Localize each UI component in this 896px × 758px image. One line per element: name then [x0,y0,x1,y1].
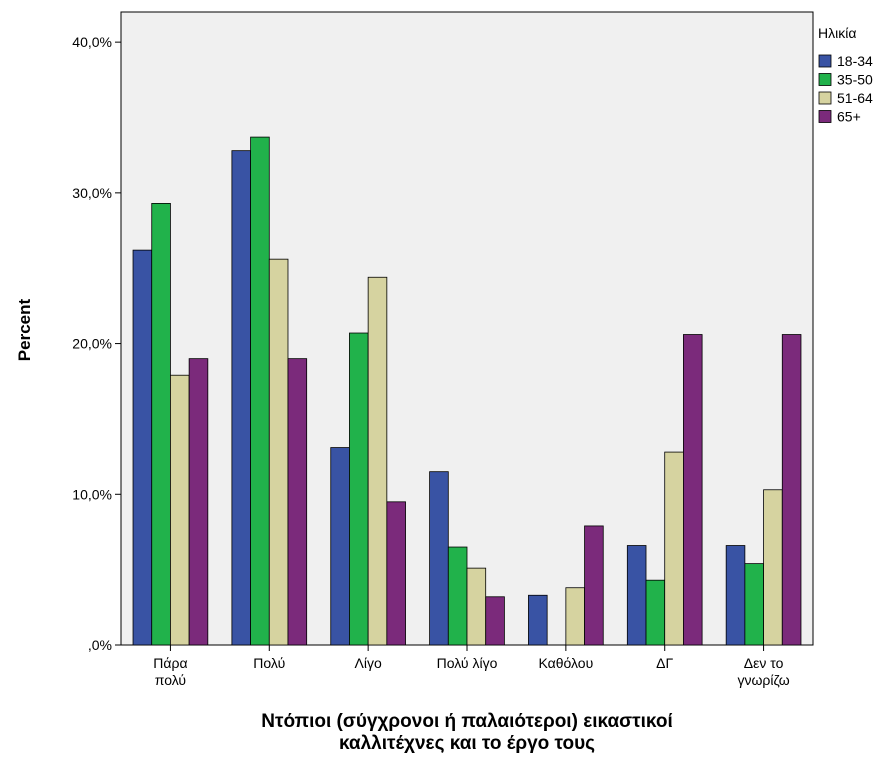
bar-65+-4 [584,525,604,646]
x-tick-label: Πάρα [153,655,187,671]
bar-51-64-4 [565,587,585,646]
bar-35-50-3 [447,546,468,646]
bar-18-34-4 [528,594,548,646]
y-axis-title: Percent [15,298,34,361]
bar-18-34-1 [231,150,251,646]
bar-35-50-2 [349,332,369,646]
bar-65+-0 [188,358,209,646]
bar-65+-5 [683,334,703,646]
x-tick-label: Πολύ λίγο [437,655,498,671]
bar-51-64-3 [466,567,487,646]
bar-18-34-3 [429,471,449,646]
x-tick-label: πολύ [155,672,186,688]
y-tick-label: ,0% [88,637,112,653]
x-tick-label: Λίγο [355,655,382,671]
legend: Ηλικία 18-34 35-50 51-64 65+ [818,25,873,125]
legend-swatch [818,54,832,68]
bar-18-34-2 [330,447,350,646]
bar-51-64-0 [170,374,190,646]
legend-label: 18-34 [837,53,873,69]
bar-65+-3 [485,596,505,646]
bar-18-34-6 [725,545,746,646]
x-axis-title-line: Ντόπιοι (σύγχρονοι ή παλαιότεροι) εικαστ… [261,711,673,732]
x-tick-label: Δεν το [744,655,784,671]
bar-51-64-5 [664,451,684,646]
y-tick-label: 20,0% [72,336,112,352]
bar-35-50-6 [744,563,764,646]
y-tick-label: 40,0% [72,34,112,50]
bar-51-64-2 [367,276,388,646]
bar-18-34-0 [132,249,153,646]
bar-51-64-1 [268,258,289,646]
x-axis-title-line: καλλιτέχνες και το έργο τους [339,733,595,754]
x-tick-label: γνωρίζω [737,672,789,688]
legend-title: Ηλικία [818,25,856,41]
legend-label: 35-50 [837,72,873,88]
legend-label: 65+ [837,109,861,125]
x-tick-label: Πολύ [253,655,285,671]
bar-65+-2 [386,501,406,646]
bars [132,136,802,646]
legend-swatch [818,91,832,105]
y-tick-label: 10,0% [72,486,112,502]
y-axis: ,0% 10,0% 20,0% 30,0% 40,0% [72,34,121,653]
bar-65+-6 [781,334,802,646]
x-tick-label: Καθόλου [538,655,593,671]
bar-18-34-5 [626,545,647,646]
legend-swatch [818,73,832,86]
y-tick-label: 30,0% [72,185,112,201]
x-axis-title: Ντόπιοι (σύγχρονοι ή παλαιότεροι) εικαστ… [261,711,673,754]
bar-65+-1 [287,358,308,646]
legend-swatch [818,110,832,123]
x-tick-label: ΔΓ [656,655,673,671]
bar-51-64-6 [763,489,783,646]
bar-35-50-5 [645,579,666,646]
bar-35-50-0 [151,203,171,646]
legend-label: 51-64 [837,90,873,106]
bar-35-50-1 [250,136,270,646]
